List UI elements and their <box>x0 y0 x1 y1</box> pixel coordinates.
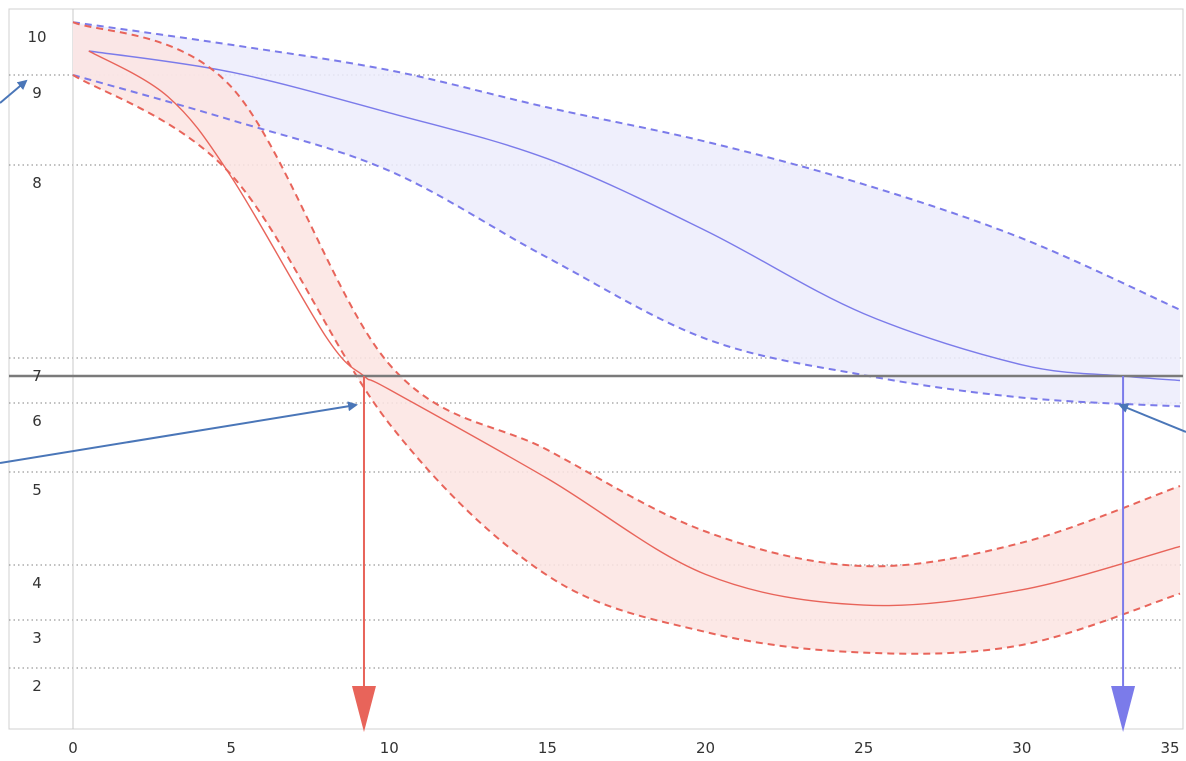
x-tick-label: 30 <box>1012 739 1031 757</box>
red-confidence-band <box>73 22 1180 654</box>
y-tick-label: 5 <box>32 481 42 499</box>
red-drop-arrowhead <box>351 686 376 732</box>
red-lower-bound-line <box>72 74 1181 655</box>
blue-lower-bound-line <box>72 74 1181 408</box>
red-central-line <box>88 50 1181 607</box>
blue-upper-bound-line <box>72 21 1181 311</box>
x-tick-label: 10 <box>380 739 399 757</box>
y-tick-label: 7 <box>32 367 42 385</box>
red-upper-bound-line <box>72 21 1181 568</box>
y-tick-label: 9 <box>32 84 42 102</box>
x-tick-label: 25 <box>854 739 873 757</box>
y-tick-label: 6 <box>32 412 42 430</box>
callout-arrow-red-crossing <box>0 401 358 464</box>
x-tick-label: 5 <box>226 739 236 757</box>
y-tick-label: 10 <box>27 28 46 46</box>
blue-drop-arrowhead <box>1111 686 1136 732</box>
grid-layer <box>9 9 1183 729</box>
callout-layer <box>0 79 1186 464</box>
line-layer <box>9 21 1183 655</box>
y-tick-label: 2 <box>32 677 42 695</box>
y-tick-label: 4 <box>32 574 42 592</box>
x-tick-label: 15 <box>538 739 557 757</box>
band-layer <box>73 22 1180 654</box>
x-tick-label: 20 <box>696 739 715 757</box>
y-tick-label: 8 <box>32 174 42 192</box>
y-tick-label: 3 <box>32 629 42 647</box>
drop-layer <box>351 376 1136 732</box>
blue-confidence-band <box>73 22 1180 407</box>
callout-arrow-start <box>0 79 28 104</box>
callout-arrow-blue-crossing <box>1118 403 1186 433</box>
x-tick-label: 0 <box>68 739 78 757</box>
x-tick-label: 35 <box>1160 739 1179 757</box>
blue-central-line <box>88 50 1181 382</box>
